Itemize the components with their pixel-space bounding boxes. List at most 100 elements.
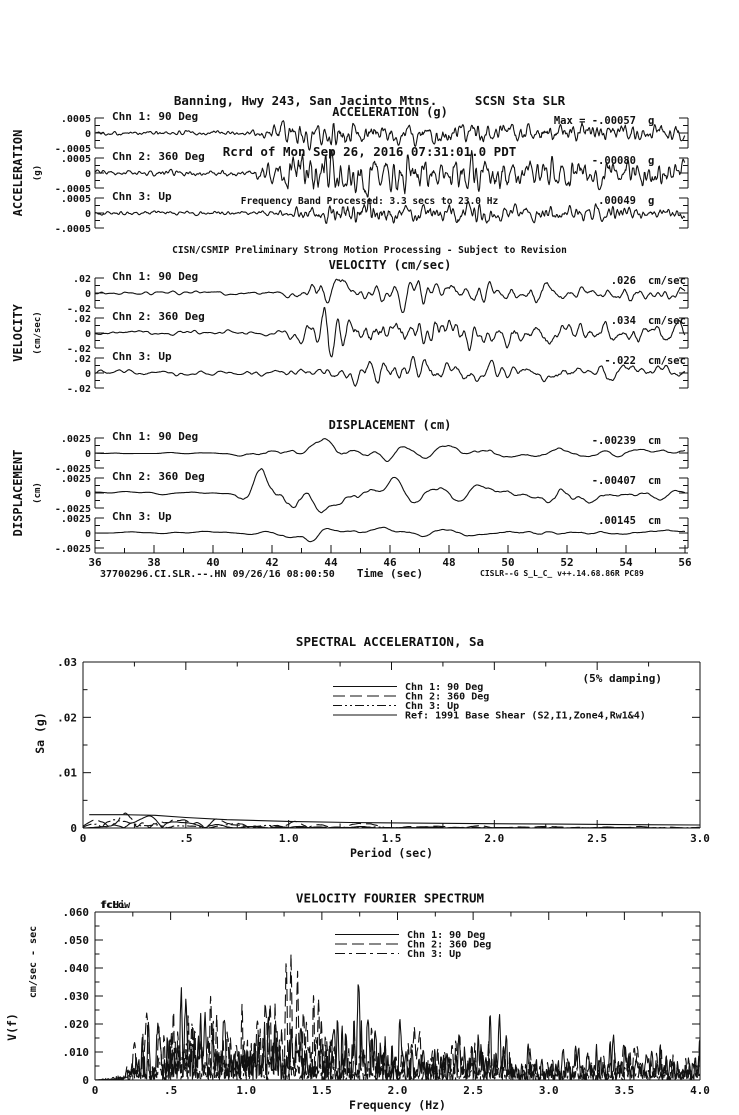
max-value: .00145 [598, 515, 636, 527]
max-units: cm [648, 515, 661, 527]
waveform-trace [94, 197, 686, 224]
channel-label: Chn 3: Up [112, 510, 172, 523]
x-tick-label: .5 [179, 832, 192, 845]
max-value: -.00080 [592, 155, 636, 167]
max-units: cm/sec [648, 355, 686, 367]
scale-label: .02 [73, 354, 91, 365]
x-axis-title: Period (sec) [350, 846, 433, 860]
x-tick-label: 54 [619, 556, 633, 569]
spectral-acceleration-chart: SPECTRAL ACCELERATION, Sa .03 .02 .01 00 .5 1.… [33, 634, 710, 860]
scale-label: -.0005 [55, 144, 91, 155]
legend-label: Chn 1: 90 Deg [407, 930, 485, 941]
chart-title: SPECTRAL ACCELERATION, Sa [296, 634, 484, 649]
scale-label: -.02 [67, 384, 91, 395]
x-tick-label: 42 [265, 556, 278, 569]
timeseries-chart: ACCELERATION (g) ACCELERATION (g) .0005 0 -.0… [11, 105, 692, 580]
y-tick-label: .050 [63, 934, 90, 947]
legend-label: Chn 3: Up [407, 949, 461, 960]
channel-label: Chn 2: 360 Deg [112, 470, 205, 483]
channel-label: Chn 1: 90 Deg [112, 270, 198, 283]
x-tick-label: 0 [92, 1084, 99, 1097]
report-header: Banning, Hwy 243, San Jacinto Mtns. SCSN… [0, 56, 739, 294]
x-tick-label: 44 [324, 556, 338, 569]
series-trace [82, 819, 701, 829]
series-trace [95, 953, 701, 1081]
damping-annotation: (5% damping) [583, 672, 662, 685]
processing-code-footer: CISLR--G S_L_C_ v++.14.68.86R PC89 [480, 569, 644, 578]
y-tick-label: .060 [63, 906, 90, 919]
legend-label: Chn 2: 360 Deg [405, 692, 489, 703]
channel-label: Chn 2: 360 Deg [112, 150, 205, 163]
scale-label: .0005 [61, 114, 91, 125]
scale-label: 0 [85, 129, 91, 140]
x-tick-label: 1.0 [279, 832, 299, 845]
y-tick-label: .010 [63, 1046, 90, 1059]
x-tick-label: 0 [80, 832, 87, 845]
scale-label: -.0005 [55, 224, 91, 235]
max-units: g [648, 115, 654, 127]
scale-label: 0 [85, 329, 91, 340]
max-units: g [648, 155, 654, 167]
station-title: Banning, Hwy 243, San Jacinto Mtns. SCSN… [173, 93, 566, 108]
scale-label: -.0025 [55, 544, 91, 555]
x-tick-label: 1.5 [312, 1084, 332, 1097]
panel-side-label: DISPLACEMENT [11, 450, 25, 537]
y-axis-title: V(f) [5, 1013, 19, 1041]
x-axis-title: Time (sec) [357, 567, 423, 580]
scale-label: .02 [73, 274, 91, 285]
x-tick-label: 2.5 [587, 832, 607, 845]
series-trace [89, 814, 701, 826]
time-axis: 36 38 40 42 44 46 48 50 52 54 56 Time (sec) 37700296… [88, 545, 692, 580]
scale-label: -.0025 [55, 464, 91, 475]
scale-label: 0 [85, 209, 91, 220]
scale-label: .0005 [61, 194, 91, 205]
legend-label: Chn 2: 360 Deg [407, 940, 491, 951]
scale-label: -.02 [67, 344, 91, 355]
waveform-trace [94, 355, 686, 387]
panel-title: VELOCITY (cm/sec) [329, 258, 452, 272]
x-axis-title: Frequency (Hz) [349, 1098, 446, 1112]
x-tick-label: 3.5 [614, 1084, 634, 1097]
x-tick-label: 3.0 [690, 832, 710, 845]
velocity-panel: VELOCITY (cm/sec) VELOCITY (cm/sec) .02 0 -.0… [11, 258, 689, 395]
processing-note: CISN/CSMIP Preliminary Strong Motion Pro… [172, 245, 567, 256]
scale-label: 0 [85, 449, 91, 460]
scale-label: .0005 [61, 154, 91, 165]
x-tick-label: 50 [501, 556, 514, 569]
x-tick-label: 40 [206, 556, 219, 569]
fc-hi-label: fcHi [101, 899, 125, 911]
panel-side-units: (cm/sec) [33, 311, 43, 354]
waveform-trace [94, 278, 686, 314]
y-tick-label: .040 [63, 962, 90, 975]
panel-title: DISPLACEMENT (cm) [329, 418, 452, 432]
max-units: cm/sec [648, 275, 686, 287]
y-axis-title: Sa (g) [33, 712, 47, 754]
scale-label: .0025 [61, 474, 91, 485]
fc-low-label: fcLow [100, 900, 131, 911]
y-tick-label: .030 [63, 990, 90, 1003]
y-tick-label: .01 [57, 767, 77, 780]
scale-label: 0 [85, 489, 91, 500]
scale-label: 0 [85, 529, 91, 540]
waveform-trace [94, 120, 686, 151]
displacement-panel: DISPLACEMENT (cm) DISPLACEMENT (cm) .0025 0 -… [11, 418, 689, 555]
scale-label: .0025 [61, 434, 91, 445]
y-axis-units: cm/sec - sec [28, 926, 39, 998]
scale-label: -.0025 [55, 504, 91, 515]
series-trace [95, 1023, 701, 1081]
max-value: -.00239 [592, 435, 636, 447]
record-datetime: Rcrd of Mon Sep 26, 2016 07:31:01.0 PDT [222, 144, 517, 159]
max-value: .026 [611, 275, 636, 287]
x-tick-label: 52 [560, 556, 573, 569]
x-tick-label: 2.5 [463, 1084, 483, 1097]
max-units: g [648, 195, 654, 207]
waveform-trace [95, 468, 686, 514]
x-tick-label: 36 [88, 556, 102, 569]
channel-label: Chn 1: 90 Deg [112, 110, 198, 123]
max-value: -.00407 [592, 475, 636, 487]
x-tick-label: 48 [442, 556, 455, 569]
scale-label: 0 [85, 289, 91, 300]
y-tick-label: .03 [57, 656, 77, 669]
channel-label: Chn 3: Up [112, 350, 172, 363]
